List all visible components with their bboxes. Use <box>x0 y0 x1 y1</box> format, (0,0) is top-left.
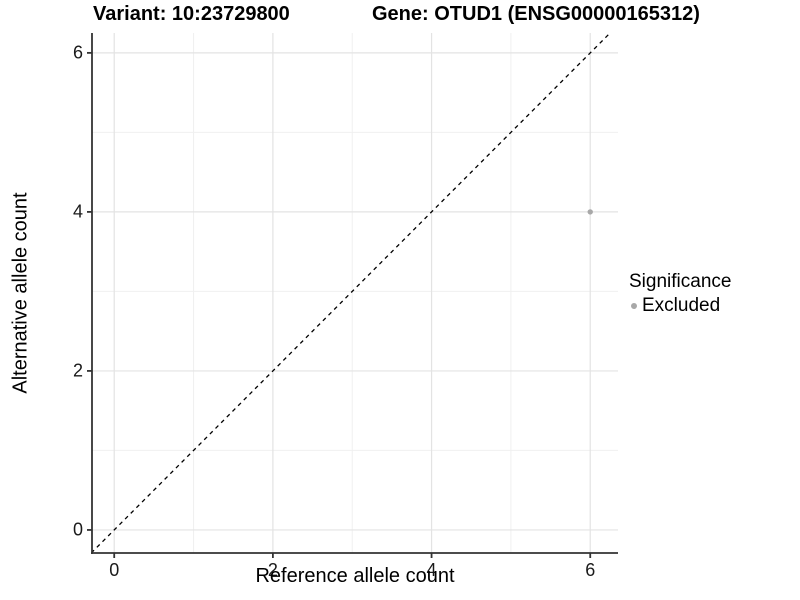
y-axis-title: Alternative allele count <box>9 192 32 394</box>
legend-title: Significance <box>629 271 732 292</box>
excluded-point-icon <box>631 303 637 309</box>
legend-item-label: Excluded <box>642 295 721 316</box>
variant-title: Variant: 10:23729800 <box>93 3 290 25</box>
x-axis-title: Reference allele count <box>255 565 455 587</box>
x-tick-label: 6 <box>585 560 596 580</box>
y-tick-label: 0 <box>72 519 83 540</box>
gene-title: Gene: OTUD1 (ENSG00000165312) <box>372 3 700 25</box>
data-point <box>587 209 593 215</box>
identity-reference-line <box>92 33 611 553</box>
x-tick-label: 2 <box>267 560 278 580</box>
y-tick-label: 4 <box>72 201 83 222</box>
y-tick-label: 6 <box>72 42 83 63</box>
y-tick-label: 2 <box>72 360 83 381</box>
x-tick-label: 4 <box>426 560 437 580</box>
legend-item-excluded: Excluded <box>629 295 731 317</box>
x-tick-label: 0 <box>109 560 120 580</box>
legend: Significance Excluded <box>629 271 731 317</box>
